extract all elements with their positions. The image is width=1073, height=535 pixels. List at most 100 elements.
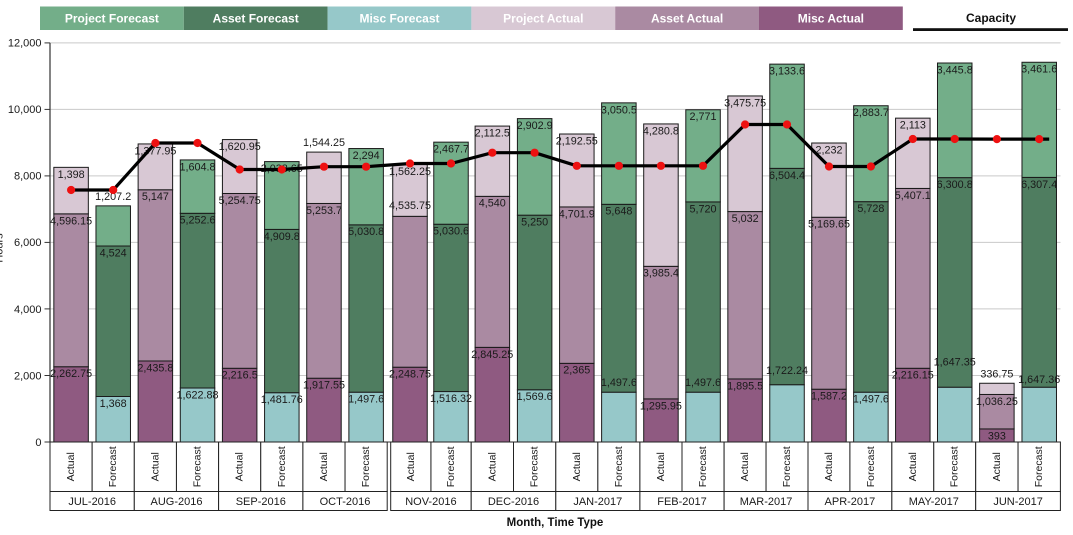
svg-text:4,535.75: 4,535.75	[389, 200, 431, 212]
svg-text:Forecast: Forecast	[445, 446, 457, 487]
svg-text:5,253.7: 5,253.7	[306, 205, 342, 217]
svg-text:Actual: Actual	[234, 452, 246, 481]
svg-text:1,497.6: 1,497.6	[853, 394, 889, 406]
svg-text:336.75: 336.75	[980, 369, 1013, 381]
svg-text:2,113: 2,113	[900, 120, 926, 132]
svg-text:5,648: 5,648	[605, 206, 632, 218]
svg-text:Forecast: Forecast	[697, 446, 709, 487]
svg-text:10,000: 10,000	[8, 104, 42, 116]
svg-text:AUG-2016: AUG-2016	[151, 496, 203, 508]
svg-text:APR-2017: APR-2017	[825, 496, 876, 508]
svg-text:6,307.4: 6,307.4	[1021, 179, 1057, 191]
svg-text:1,497.6: 1,497.6	[348, 394, 384, 406]
svg-text:1,398: 1,398	[58, 169, 85, 181]
svg-text:Forecast: Forecast	[865, 446, 877, 487]
svg-text:2,902.9: 2,902.9	[517, 120, 553, 132]
svg-text:JUN-2017: JUN-2017	[993, 496, 1043, 508]
svg-text:2,365: 2,365	[563, 365, 590, 377]
svg-text:JAN-2017: JAN-2017	[573, 496, 622, 508]
svg-text:4,540: 4,540	[479, 198, 506, 210]
svg-text:Actual: Actual	[655, 452, 667, 481]
svg-text:2,192.55: 2,192.55	[556, 135, 598, 147]
svg-text:8,000: 8,000	[14, 171, 42, 183]
svg-text:2,112.5: 2,112.5	[475, 128, 510, 140]
svg-text:1,497.6: 1,497.6	[601, 377, 637, 389]
svg-text:DEC-2016: DEC-2016	[488, 496, 539, 508]
svg-text:1,481.76: 1,481.76	[261, 394, 303, 406]
svg-text:2,000: 2,000	[14, 370, 42, 382]
svg-text:2,294: 2,294	[353, 150, 380, 162]
svg-text:1,207.2: 1,207.2	[95, 191, 131, 203]
svg-text:4,524: 4,524	[100, 247, 127, 259]
svg-text:6,000: 6,000	[14, 237, 42, 249]
svg-text:5,250: 5,250	[521, 217, 548, 229]
svg-text:Forecast: Forecast	[613, 446, 625, 487]
svg-text:5,147: 5,147	[142, 191, 169, 203]
svg-text:Month, Time Type: Month, Time Type	[507, 517, 604, 529]
svg-text:Forecast: Forecast	[360, 446, 372, 487]
svg-text:OCT-2016: OCT-2016	[320, 496, 371, 508]
svg-text:FEB-2017: FEB-2017	[657, 496, 707, 508]
svg-text:4,280.8: 4,280.8	[643, 125, 679, 137]
svg-text:12,000: 12,000	[8, 38, 42, 50]
svg-text:2,435.8: 2,435.8	[137, 362, 173, 374]
svg-text:Misc Actual: Misc Actual	[798, 11, 864, 25]
svg-text:1,622.88: 1,622.88	[176, 389, 218, 401]
svg-text:4,000: 4,000	[14, 304, 42, 316]
svg-text:6,504.4: 6,504.4	[769, 170, 805, 182]
svg-text:4,701.9: 4,701.9	[559, 208, 595, 220]
svg-text:Forecast: Forecast	[1033, 446, 1045, 487]
svg-text:Actual: Actual	[65, 452, 77, 481]
svg-text:5,030.6: 5,030.6	[433, 226, 469, 238]
svg-text:5,254.75: 5,254.75	[219, 195, 261, 207]
svg-text:5,252.6: 5,252.6	[179, 215, 215, 227]
svg-text:Hours: Hours	[0, 233, 6, 263]
svg-text:393: 393	[988, 430, 1006, 442]
svg-text:NOV-2016: NOV-2016	[405, 496, 456, 508]
svg-text:Actual: Actual	[907, 452, 919, 481]
svg-text:Forecast: Forecast	[949, 446, 961, 487]
svg-text:1,368: 1,368	[100, 398, 127, 410]
svg-text:2,232: 2,232	[815, 144, 842, 156]
svg-text:1,544.25: 1,544.25	[303, 137, 345, 149]
svg-text:Actual: Actual	[318, 452, 330, 481]
svg-text:5,720: 5,720	[689, 203, 716, 215]
svg-text:1,604.8: 1,604.8	[179, 161, 215, 173]
svg-text:1,587.2: 1,587.2	[811, 391, 847, 403]
svg-text:1,647.35: 1,647.35	[934, 357, 976, 369]
svg-text:Project Forecast: Project Forecast	[65, 11, 159, 25]
svg-text:1,569.6: 1,569.6	[517, 391, 553, 403]
svg-text:Actual: Actual	[739, 452, 751, 481]
svg-text:2,467.7: 2,467.7	[433, 144, 469, 156]
svg-text:2,216.15: 2,216.15	[892, 370, 934, 382]
svg-text:Forecast: Forecast	[107, 446, 119, 487]
svg-text:Actual: Actual	[486, 452, 498, 481]
svg-text:Asset Actual: Asset Actual	[651, 11, 723, 25]
svg-text:Actual: Actual	[149, 452, 161, 481]
svg-text:Actual: Actual	[571, 452, 583, 481]
svg-text:3,461.6: 3,461.6	[1021, 64, 1057, 76]
svg-text:3,133.6: 3,133.6	[769, 66, 805, 78]
svg-text:5,032: 5,032	[732, 213, 759, 225]
svg-text:1,647.36: 1,647.36	[1018, 374, 1060, 386]
svg-text:3,050.5: 3,050.5	[601, 104, 637, 116]
svg-text:6,300.8: 6,300.8	[937, 179, 973, 191]
svg-text:5,407.1: 5,407.1	[895, 190, 931, 202]
svg-text:Forecast: Forecast	[192, 446, 204, 487]
svg-text:1,377.95: 1,377.95	[134, 145, 176, 157]
svg-text:Forecast: Forecast	[781, 446, 793, 487]
svg-text:0: 0	[35, 437, 41, 449]
svg-text:3,475.75: 3,475.75	[724, 97, 766, 109]
svg-text:Forecast: Forecast	[529, 446, 541, 487]
svg-text:1,620.95: 1,620.95	[219, 141, 261, 153]
svg-text:JUL-2016: JUL-2016	[68, 496, 116, 508]
svg-text:Actual: Actual	[823, 452, 835, 481]
svg-text:2,883.7: 2,883.7	[853, 107, 889, 119]
svg-text:Capacity: Capacity	[966, 11, 1016, 25]
svg-text:1,562.25: 1,562.25	[389, 166, 431, 178]
svg-text:Project Actual: Project Actual	[503, 11, 583, 25]
svg-text:SEP-2016: SEP-2016	[236, 496, 286, 508]
svg-text:1,895.5: 1,895.5	[727, 380, 763, 392]
svg-text:2,248.75: 2,248.75	[389, 369, 431, 381]
svg-text:2,845.25: 2,845.25	[471, 349, 513, 361]
